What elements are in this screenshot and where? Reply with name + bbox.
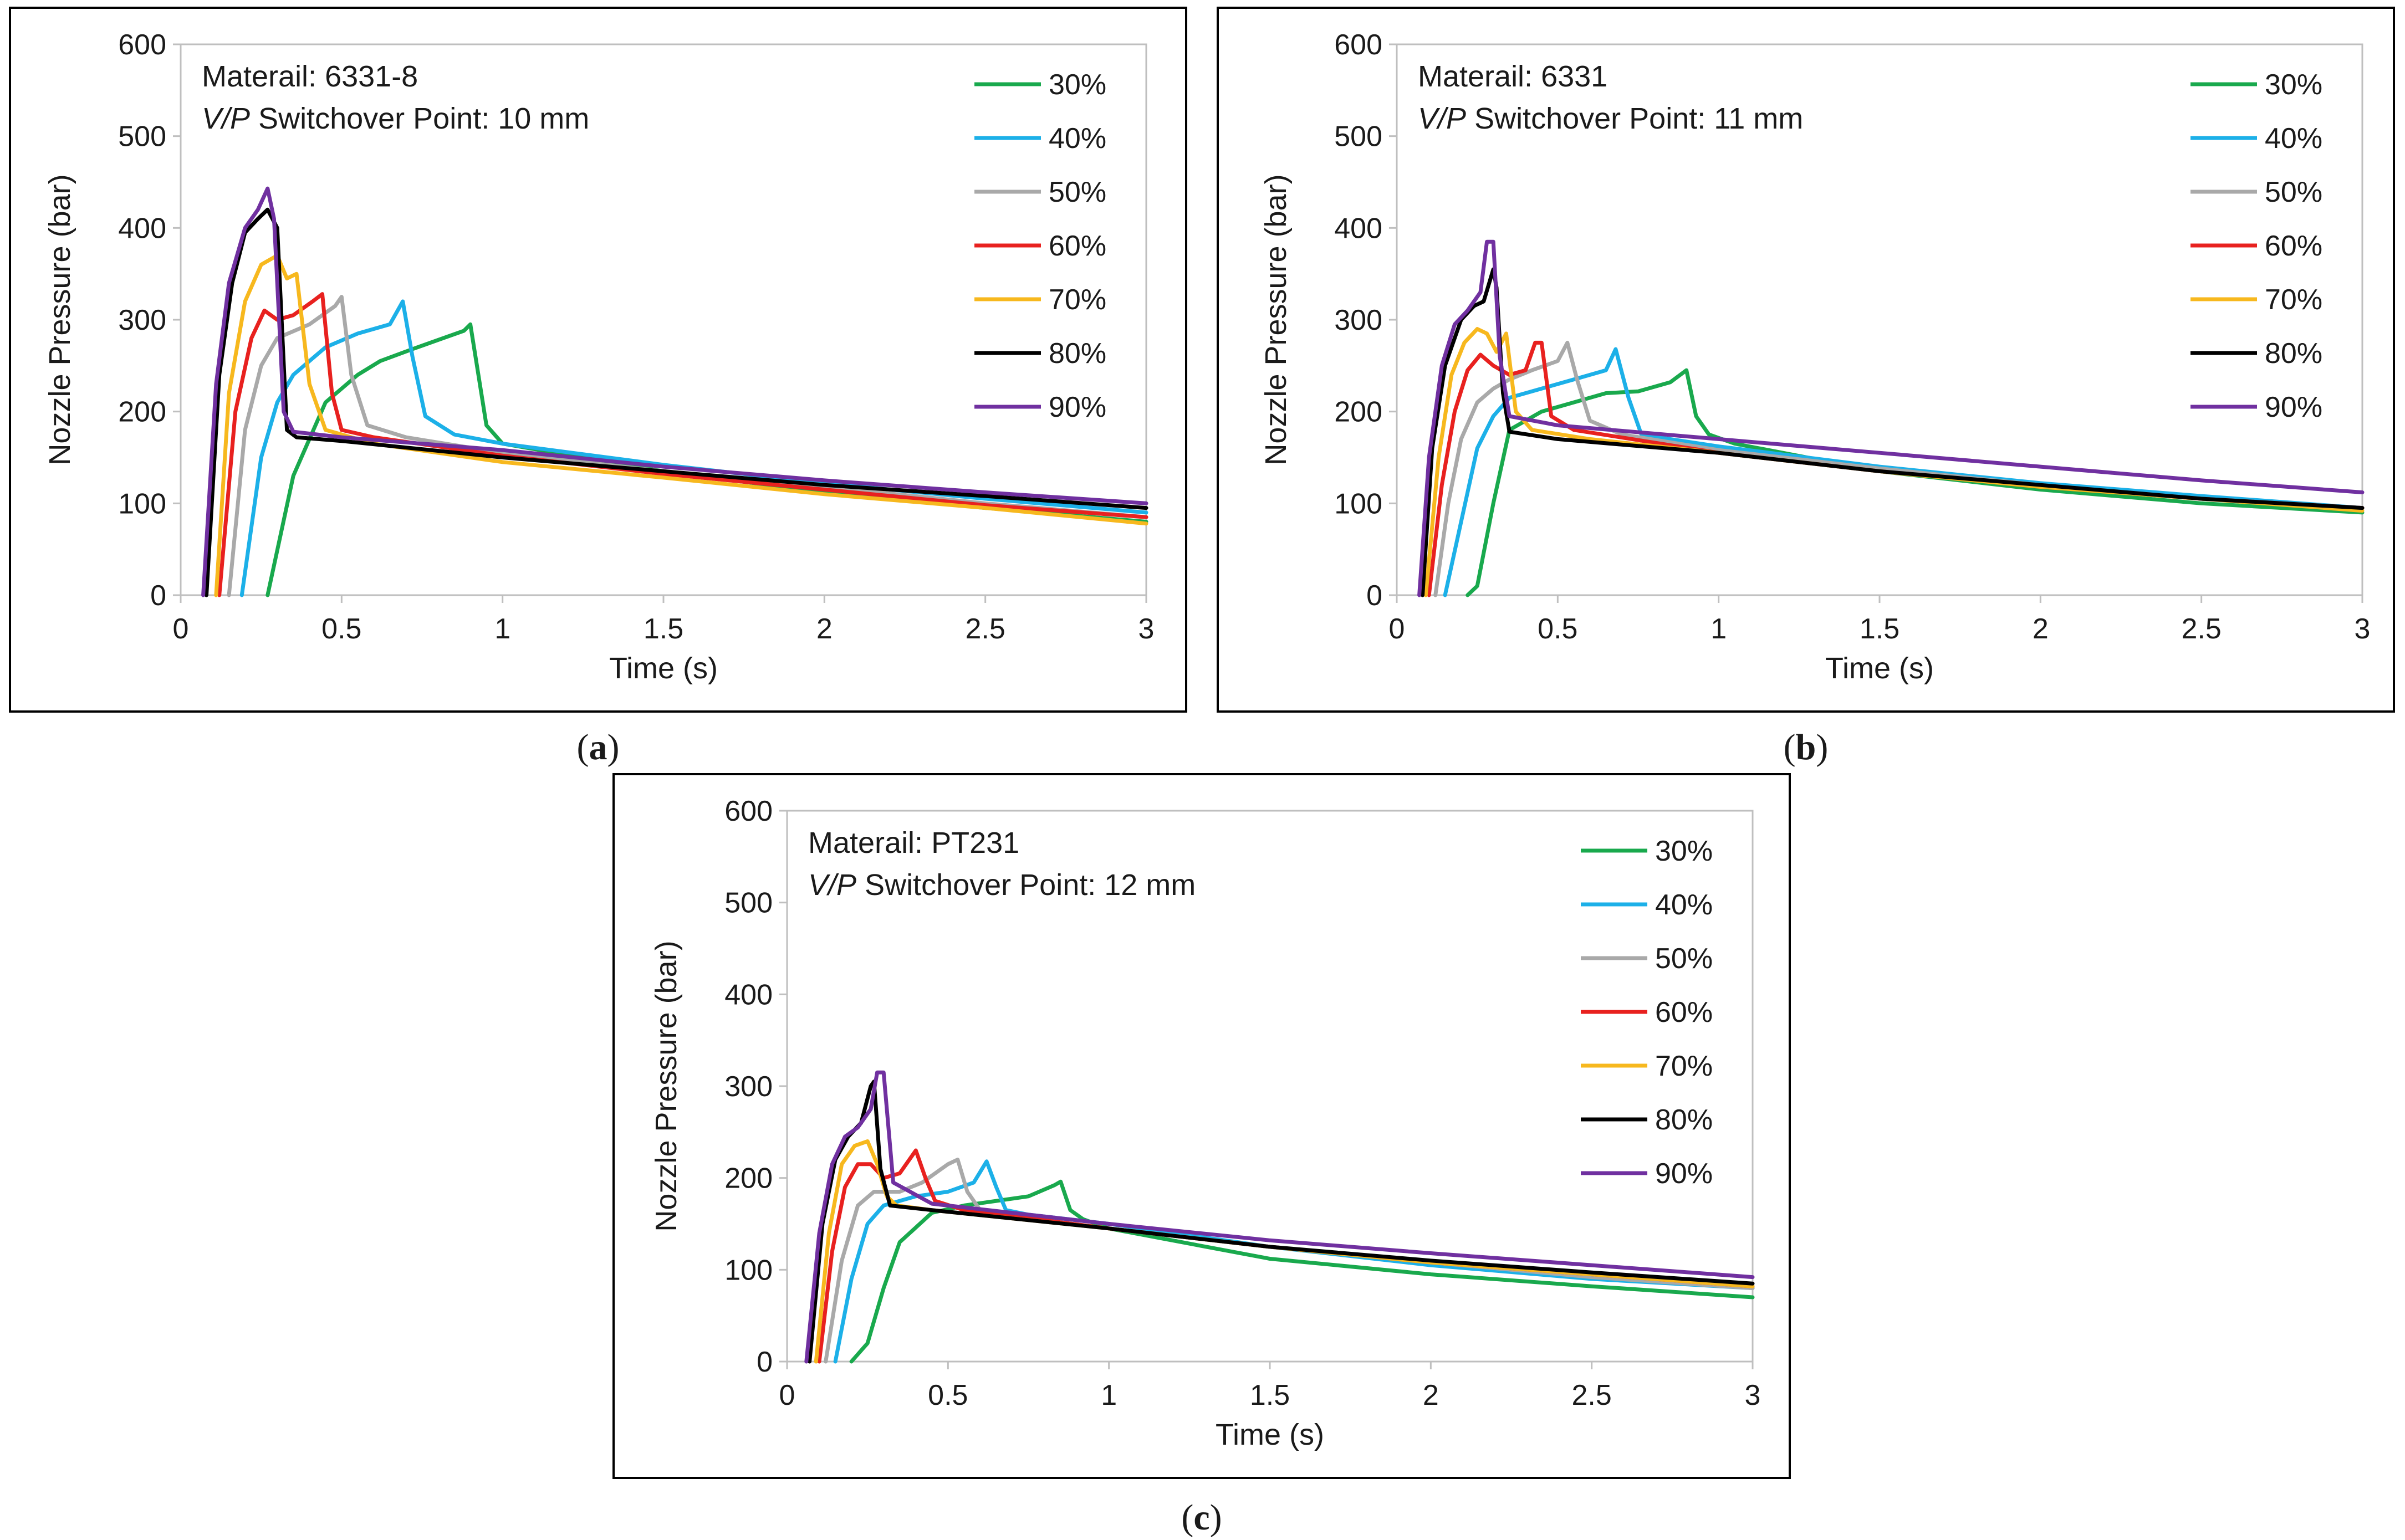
annotation-material: Materail: PT231 [808,826,1019,859]
legend-label-80pct: 80% [2265,337,2322,370]
legend-label-50pct: 50% [2265,176,2322,208]
x-axis-title: Time (s) [609,652,718,685]
x-tick-label: 0.5 [928,1379,968,1411]
y-axis-title: Nozzle Pressure (bar) [1259,174,1293,465]
series-line-60pct [217,292,1148,597]
caption-c: (c) [1181,1497,1222,1538]
x-tick-label: 2.5 [1572,1379,1612,1411]
legend-label-50pct: 50% [1655,943,1713,975]
y-tick-label: 100 [118,488,166,520]
y-tick-label: 300 [118,304,166,336]
y-tick-label: 0 [757,1346,773,1378]
panel-a-frame [9,7,1187,713]
x-tick-label: 0.5 [1538,613,1577,645]
panel-b: 0 100 200 300 400 500 600 0 0.5 1 1.5 2 2.5 3 Time (s)… [1259,29,2370,685]
x-tick-label: 1 [1710,613,1727,645]
legend-label-30pct: 30% [1049,69,1106,101]
y-tick-label: 500 [118,121,166,153]
legend-label-40pct: 40% [1655,889,1713,921]
series-line-90pct [201,186,1148,597]
annotation-material: Materail: 6331 [1418,60,1607,93]
y-tick-label: 100 [724,1254,773,1286]
y-tick-label: 600 [118,29,166,61]
annotation-switchover: V/P Switchover Point: 12 mm [808,868,1196,902]
legend-label-60pct: 60% [1655,996,1713,1029]
y-tick-label: 0 [1366,580,1382,612]
x-tick-label: 2.5 [2182,613,2222,645]
x-tick-label: 2 [1423,1379,1439,1411]
series-line-30pct [849,1179,1755,1364]
series-line-80pct [205,207,1148,597]
panel-c: 0 100 200 300 400 500 600 0 0.5 1 1.5 2 2.5 3 Time (s)… [650,795,1760,1451]
x-tick-label: 1.5 [1860,613,1900,645]
x-axis-title: Time (s) [1825,652,1934,685]
legend-label-50pct: 50% [1049,176,1106,208]
x-tick-label: 0.5 [321,613,361,645]
legend-label-80pct: 80% [1655,1104,1713,1136]
series-line-90pct [804,1070,1755,1364]
x-tick-label: 2 [816,613,833,645]
x-tick-label: 2 [2033,613,2049,645]
y-tick-label: 200 [724,1163,773,1195]
legend-label-70pct: 70% [1655,1050,1713,1082]
annotation-material: Materail: 6331-8 [202,60,418,93]
x-tick-label: 1.5 [1250,1379,1290,1411]
y-tick-label: 400 [1334,212,1382,244]
legend-label-40pct: 40% [1049,122,1106,155]
y-axis-title: Nozzle Pressure (bar) [43,174,76,465]
legend-label-80pct: 80% [1049,337,1106,370]
legend-label-90pct: 90% [1655,1158,1713,1190]
y-tick-label: 400 [118,212,166,244]
legend-label-60pct: 60% [2265,230,2322,262]
x-tick-label: 3 [1138,613,1155,645]
x-tick-label: 0 [1389,613,1405,645]
panel-b-frame [1217,7,2395,713]
x-tick-label: 0 [779,1379,795,1411]
series-line-90pct [1417,239,2365,597]
y-tick-label: 200 [1334,396,1382,428]
y-tick-label: 0 [150,580,166,612]
y-tick-label: 400 [724,979,773,1011]
annotation-switchover: V/P Switchover Point: 10 mm [202,102,589,135]
caption-b: (b) [1784,727,1829,768]
panel-c-frame [612,773,1791,1479]
series-line-70pct [214,253,1148,597]
caption-a: (a) [577,727,620,768]
legend-label-70pct: 70% [2265,284,2322,316]
x-tick-label: 1 [1101,1379,1117,1411]
legend-label-90pct: 90% [1049,391,1106,423]
panel-a: 0 100 200 300 400 500 600 0 0.5 1 1.5 2 2.5 3 Time (s)… [43,29,1154,685]
annotation-switchover: V/P Switchover Point: 11 mm [1418,102,1803,135]
x-tick-label: 3 [2355,613,2371,645]
legend-label-40pct: 40% [2265,122,2322,155]
legend-label-30pct: 30% [1655,835,1713,867]
y-tick-label: 600 [724,795,773,827]
x-axis-title: Time (s) [1216,1418,1324,1451]
legend-label-60pct: 60% [1049,230,1106,262]
x-tick-label: 2.5 [966,613,1005,645]
y-tick-label: 500 [1334,121,1382,153]
y-axis-title: Nozzle Pressure (bar) [650,940,683,1231]
x-tick-label: 0 [173,613,189,645]
y-tick-label: 100 [1334,488,1382,520]
x-tick-label: 1.5 [644,613,683,645]
x-tick-label: 1 [494,613,510,645]
y-tick-label: 300 [1334,304,1382,336]
y-tick-label: 300 [724,1071,773,1103]
legend-label-70pct: 70% [1049,284,1106,316]
legend-label-30pct: 30% [2265,69,2322,101]
x-tick-label: 3 [1745,1379,1761,1411]
y-tick-label: 600 [1334,29,1382,61]
y-tick-label: 500 [724,887,773,919]
legend-label-90pct: 90% [2265,391,2322,423]
y-tick-label: 200 [118,396,166,428]
